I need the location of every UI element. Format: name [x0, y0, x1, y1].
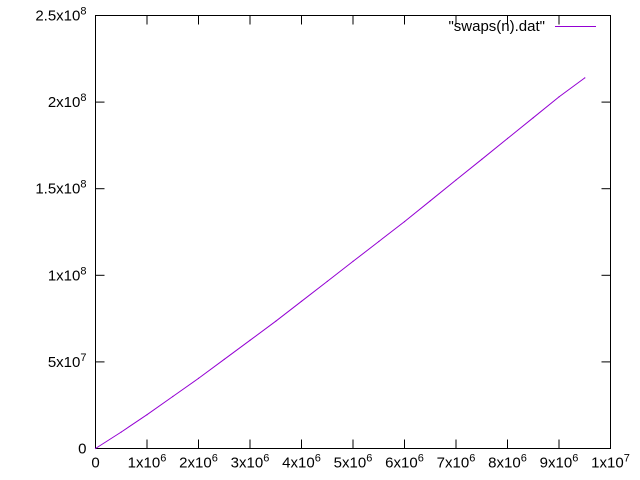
x-tick-label-mantissa: 7x10 [437, 455, 470, 472]
data-point [429, 200, 431, 202]
data-point [584, 77, 586, 79]
x-tick-label-mantissa: 4x10 [282, 455, 315, 472]
plot-frame [95, 15, 611, 449]
data-point [249, 339, 251, 341]
data-point [532, 117, 534, 119]
y-tick-label-exponent: 8 [80, 92, 86, 104]
x-tick-label: 3x106 [231, 453, 270, 472]
y-tick-label-exponent: 8 [80, 6, 86, 18]
series-line [95, 77, 586, 449]
data-point [300, 300, 303, 302]
x-tick-label-mantissa: 1x10 [591, 455, 624, 472]
x-tick-label: 0 [91, 455, 99, 472]
y-tick-label-exponent: 7 [80, 352, 86, 364]
y-tick-label: 2x108 [48, 92, 87, 111]
x-tick-label-exponent: 7 [624, 453, 630, 465]
x-tick-label-mantissa: 6x10 [385, 455, 418, 472]
x-tick-label: 7x106 [437, 453, 476, 472]
x-tick-label-mantissa: 1x10 [128, 455, 161, 472]
data-point [94, 447, 97, 450]
data-point [197, 377, 200, 379]
x-tick-label: 2x106 [179, 453, 218, 472]
legend: "swaps(n).dat" [448, 18, 596, 35]
y-tick-label: 5x107 [48, 352, 87, 371]
x-tick-label-exponent: 6 [160, 453, 166, 465]
y-tick-label-mantissa: 5x10 [48, 354, 81, 371]
x-tick-label: 6x106 [385, 453, 424, 472]
x-tick-label-mantissa: 9x10 [540, 455, 573, 472]
x-tick-label-mantissa: 8x10 [488, 455, 521, 472]
x-tick-label-mantissa: 0 [91, 455, 99, 472]
x-tick-label-mantissa: 3x10 [231, 455, 264, 472]
x-tick-label: 9x106 [540, 453, 579, 472]
data-point [223, 358, 225, 360]
data-point [558, 96, 560, 98]
x-tick-label-exponent: 6 [212, 453, 218, 465]
data-point [146, 414, 148, 416]
x-tick-label-exponent: 6 [572, 453, 578, 465]
data-point [403, 221, 406, 223]
y-tick-label-exponent: 8 [80, 265, 86, 277]
x-tick-label-mantissa: 2x10 [179, 455, 212, 472]
x-tick-label-exponent: 6 [263, 453, 269, 465]
x-tick-label-exponent: 6 [315, 453, 321, 465]
data-point [481, 158, 483, 160]
data-point [326, 280, 328, 282]
x-tick-label-exponent: 6 [366, 453, 372, 465]
y-tick-label: 0 [78, 441, 86, 458]
x-tick-label-mantissa: 5x10 [334, 455, 367, 472]
y-tick-label-mantissa: 0 [78, 441, 86, 458]
series-layer [94, 77, 586, 450]
data-point [506, 137, 509, 140]
data-point [172, 395, 174, 398]
y-tick-label: 2.5x108 [35, 6, 86, 25]
data-point [275, 320, 277, 322]
x-tick-label: 5x106 [334, 453, 373, 472]
x-tick-label-exponent: 6 [521, 453, 527, 465]
y-tick-label-mantissa: 2x10 [48, 94, 81, 111]
data-point [378, 240, 380, 243]
data-point [352, 260, 354, 262]
y-tick-label: 1.5x108 [35, 179, 86, 198]
legend-label: "swaps(n).dat" [448, 18, 545, 35]
y-tick-label-mantissa: 2.5x10 [35, 8, 80, 25]
x-axis: 0 1x106 2x106 3x106 4x106 5x106 6x106 7x106 8x10… [91, 15, 630, 472]
data-point [455, 179, 457, 181]
x-tick-label-exponent: 6 [418, 453, 424, 465]
y-tick-label-exponent: 8 [80, 179, 86, 191]
data-point [120, 431, 122, 433]
y-tick-label-mantissa: 1x10 [48, 267, 81, 284]
x-tick-label: 1x106 [128, 453, 167, 472]
x-tick-label: 1x107 [591, 453, 630, 472]
x-tick-label-exponent: 6 [469, 453, 475, 465]
x-tick-label: 8x106 [488, 453, 527, 472]
y-tick-label-mantissa: 1.5x10 [35, 181, 80, 198]
y-tick-label: 1x108 [48, 265, 87, 284]
x-tick-label: 4x106 [282, 453, 321, 472]
